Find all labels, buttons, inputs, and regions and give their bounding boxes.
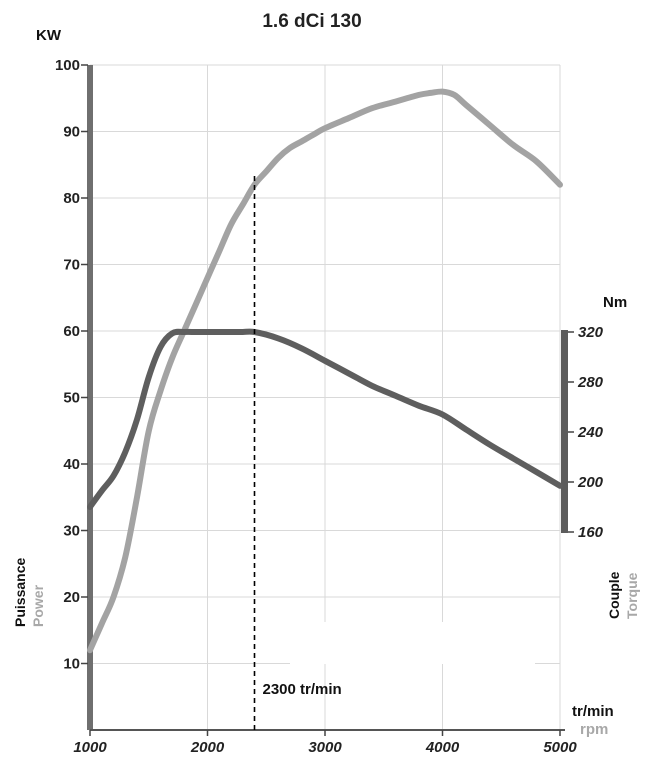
- right-tick-label: 240: [577, 424, 604, 441]
- right-tick-label: 280: [577, 374, 604, 391]
- right-axis-unit: Nm: [603, 294, 627, 311]
- right-axis-title: Couple: [606, 571, 622, 619]
- left-axis-title: Puissance: [12, 558, 28, 627]
- right-axis-label-en: Torque: [624, 572, 640, 619]
- right-axis-ticks: 160 200 240 280 320: [568, 324, 604, 541]
- left-tick-label: 80: [63, 190, 80, 207]
- x-axis-unit-en: rpm: [580, 721, 608, 738]
- left-axis-title-en: Power: [30, 584, 46, 627]
- series: [87, 88, 563, 654]
- left-tick-label: 100: [55, 57, 80, 74]
- grid: [90, 64, 561, 730]
- x-tick-label: 3000: [308, 739, 342, 756]
- x-tick-label: 4000: [425, 739, 460, 756]
- right-axis-label-fr: Couple: [606, 571, 622, 619]
- right-axis-bar: [561, 330, 568, 533]
- left-axis-bar: [87, 65, 93, 730]
- chart-title: 1.6 dCi 130: [262, 11, 361, 32]
- torque-series-line: [87, 328, 563, 510]
- x-tick-label: 5000: [543, 739, 577, 756]
- label-backdrop: [290, 622, 535, 664]
- x-axis-ticks: 1000 2000 3000 4000 5000: [73, 730, 577, 756]
- left-tick-label: 90: [63, 124, 80, 141]
- right-tick-label: 320: [578, 324, 604, 341]
- right-tick-label: 200: [577, 474, 604, 491]
- left-axis-label-fr: Puissance: [12, 558, 28, 627]
- x-axis-unit-fr: tr/min: [572, 703, 614, 720]
- left-axis-unit: KW: [36, 27, 62, 44]
- left-tick-label: 70: [63, 257, 80, 274]
- annotation: 2300 tr/min: [253, 176, 342, 730]
- left-tick-label: 40: [63, 456, 80, 473]
- annotation-label: 2300 tr/min: [263, 681, 342, 698]
- left-axis-ticks: 10 20 30 40 50 60 70 80 90 100: [55, 57, 88, 673]
- left-tick-label: 10: [63, 656, 80, 673]
- left-tick-label: 50: [63, 390, 80, 407]
- left-tick-label: 20: [63, 589, 80, 606]
- right-tick-label: 160: [578, 524, 604, 541]
- left-tick-label: 30: [63, 523, 80, 540]
- x-tick-label: 2000: [190, 739, 225, 756]
- power-series-line: [87, 88, 563, 654]
- right-axis-title-en: Torque: [624, 572, 640, 619]
- left-tick-label: 60: [63, 323, 80, 340]
- left-axis-label-en: Power: [30, 584, 46, 627]
- x-tick-label: 1000: [73, 739, 107, 756]
